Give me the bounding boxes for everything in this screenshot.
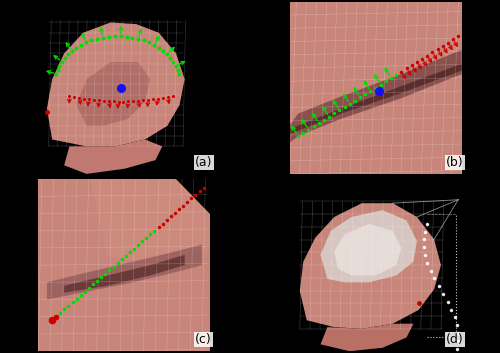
Text: (b): (b) (446, 156, 464, 169)
Polygon shape (320, 210, 417, 282)
Polygon shape (64, 255, 184, 293)
Polygon shape (290, 50, 462, 143)
Text: (d): (d) (446, 333, 464, 346)
Polygon shape (290, 2, 462, 174)
Text: (a): (a) (195, 156, 212, 169)
Polygon shape (47, 245, 202, 300)
Text: (c): (c) (195, 333, 212, 346)
Polygon shape (176, 179, 210, 214)
Polygon shape (47, 23, 184, 146)
Polygon shape (38, 179, 210, 351)
Polygon shape (320, 324, 414, 351)
Text: (c): (c) (195, 333, 212, 346)
Polygon shape (290, 64, 462, 134)
Text: (d): (d) (446, 333, 464, 346)
Polygon shape (334, 224, 402, 275)
Polygon shape (90, 179, 210, 265)
Text: (b): (b) (446, 156, 464, 169)
Polygon shape (64, 139, 162, 174)
Text: (a): (a) (195, 156, 212, 169)
Polygon shape (76, 62, 150, 126)
Polygon shape (300, 203, 441, 329)
